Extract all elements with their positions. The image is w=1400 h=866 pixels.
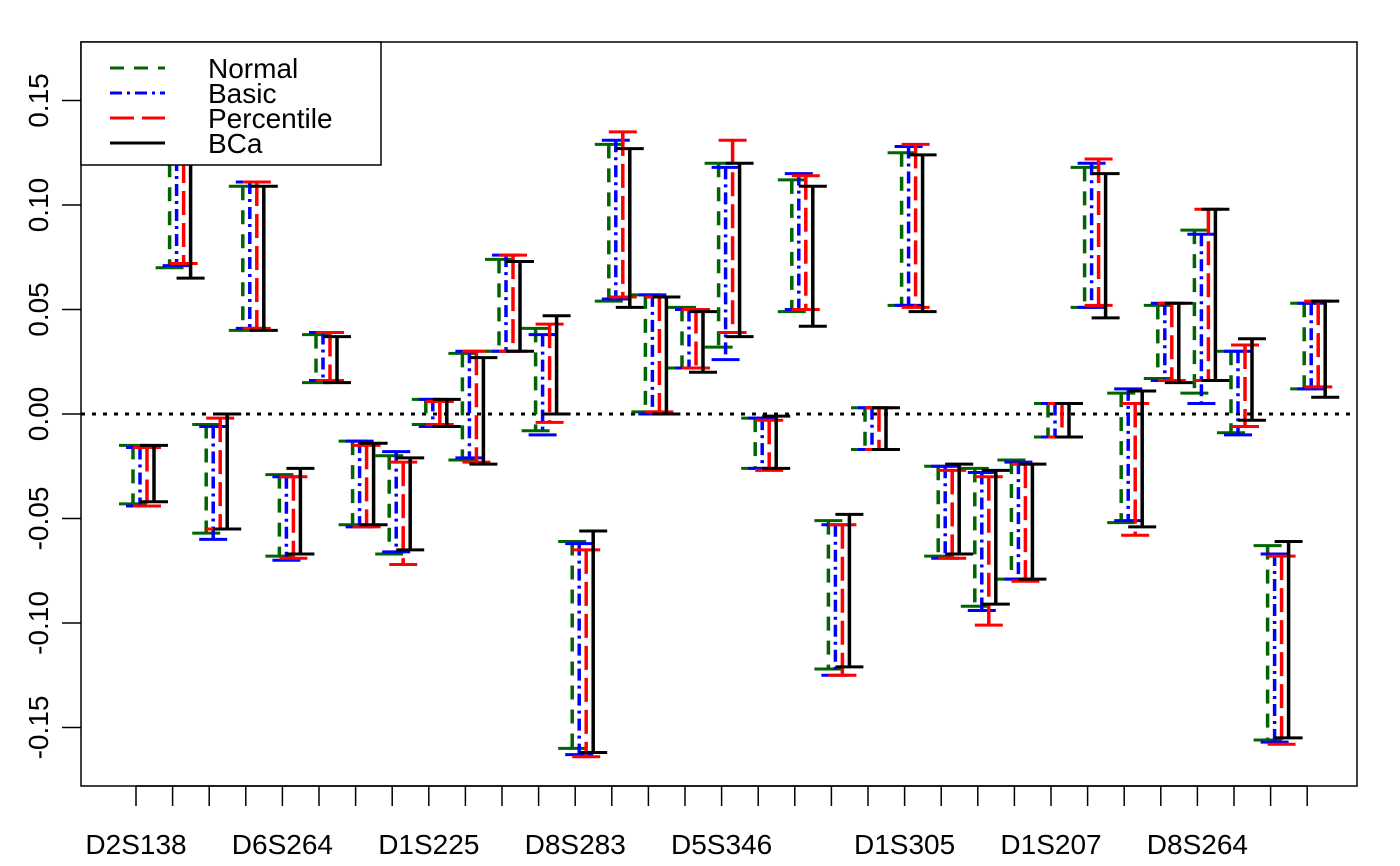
x-tick-label: D5S346 bbox=[671, 829, 772, 860]
x-tick-label: D2S138 bbox=[85, 829, 186, 860]
x-tick-label: D1S305 bbox=[854, 829, 955, 860]
x-tick-label: D8S283 bbox=[525, 829, 626, 860]
y-tick-label: -0.10 bbox=[23, 591, 54, 655]
x-axis: D2S138 D6S264 D1S225 D8S283 D5S346 D1S305 D1S2… bbox=[85, 785, 1308, 860]
legend-label-basic: Basic bbox=[208, 78, 276, 109]
x-tick-label: D8S264 bbox=[1147, 829, 1248, 860]
x-tick-label: D1S207 bbox=[1000, 829, 1101, 860]
y-tick-label: 0.15 bbox=[23, 73, 54, 128]
legend-label-normal: Normal bbox=[208, 53, 298, 84]
interval-marks bbox=[119, 130, 1340, 759]
legend-label-percentile: Percentile bbox=[208, 103, 333, 134]
y-tick-label: 0.05 bbox=[23, 282, 54, 337]
y-tick-label: 0.00 bbox=[23, 387, 54, 442]
legend: Normal Basic Percentile BCa bbox=[80, 41, 382, 166]
y-axis: -0.15 -0.10 -0.05 0.00 0.05 0.10 0.15 bbox=[23, 73, 81, 759]
y-tick-label: -0.15 bbox=[23, 696, 54, 760]
x-tick-label: D1S225 bbox=[378, 829, 479, 860]
x-tick-label: D6S264 bbox=[232, 829, 333, 860]
y-tick-label: -0.05 bbox=[23, 487, 54, 551]
y-tick-label: 0.10 bbox=[23, 178, 54, 233]
legend-label-bca: BCa bbox=[208, 128, 263, 159]
